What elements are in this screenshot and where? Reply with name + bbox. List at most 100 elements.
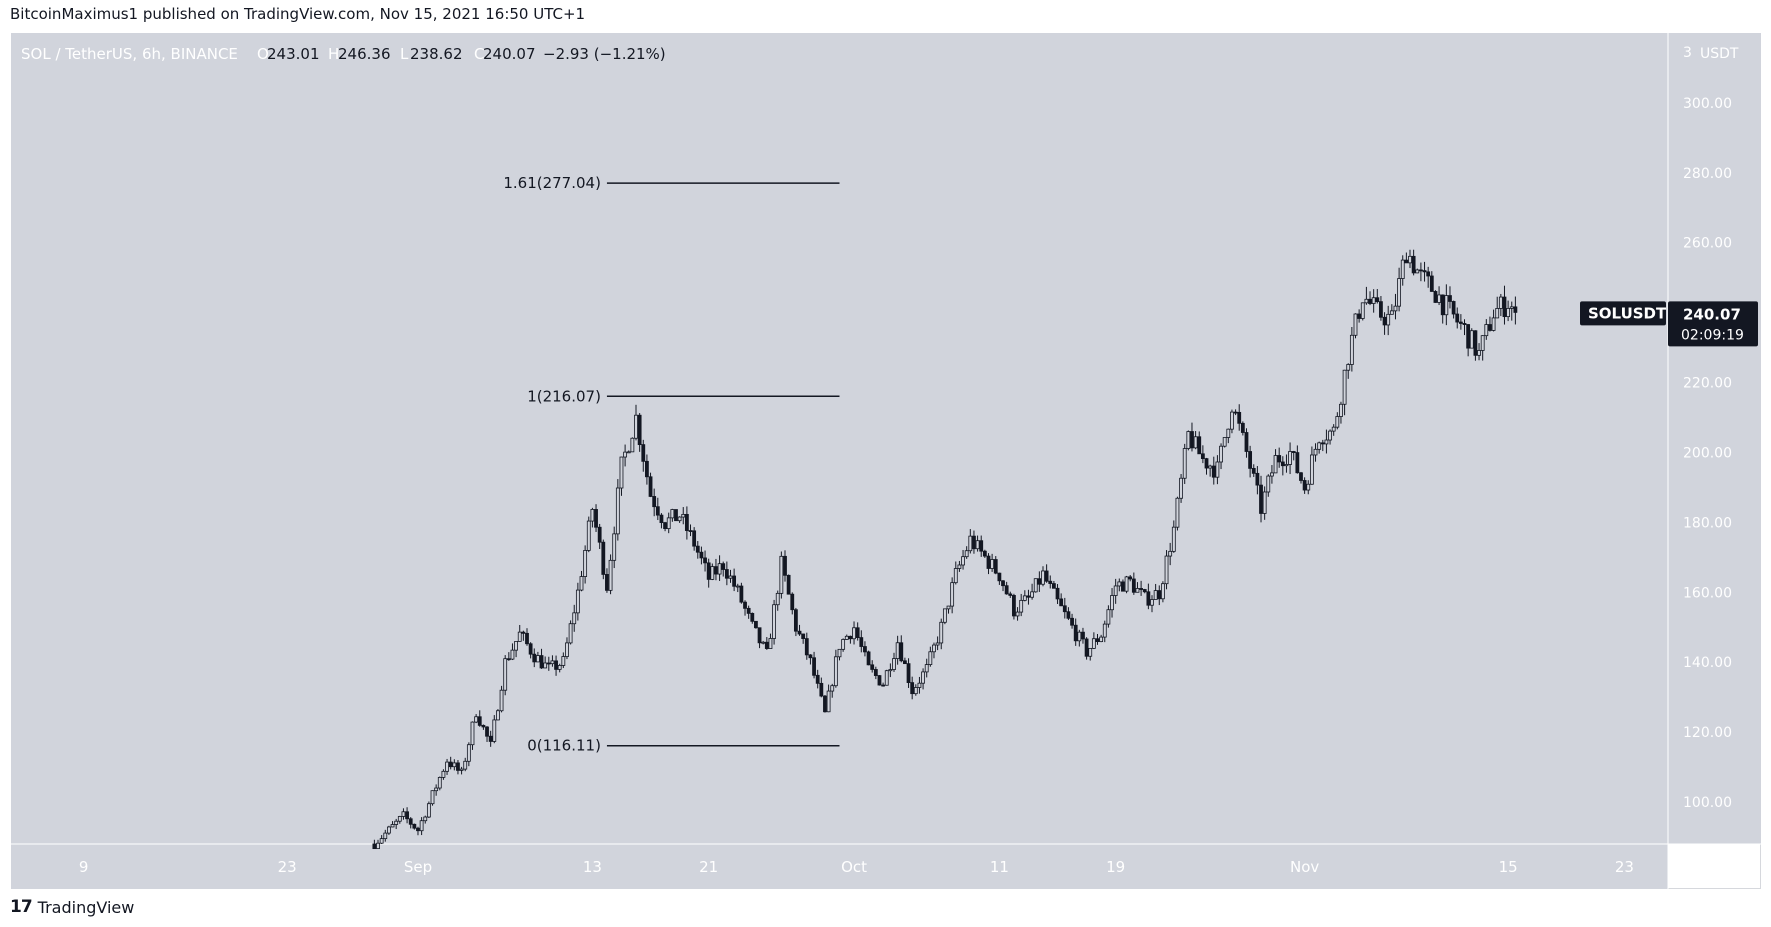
candle [1389,304,1394,315]
candle [379,835,384,844]
footer: 17 TradingView [10,897,134,917]
candle [721,561,726,577]
candle [1004,581,1009,595]
candle [950,577,955,614]
candle [565,637,569,660]
candle [917,676,922,694]
candle [1277,447,1282,468]
candle [946,605,951,614]
candle [528,642,533,659]
candle [1179,474,1183,503]
candle [1084,637,1089,660]
candle [1175,496,1180,531]
candle [1251,464,1256,477]
candle [1193,431,1198,450]
candle [568,620,573,645]
legend-symbol[interactable]: SOL / TetherUS, 6h, BINANCE [21,45,238,63]
candle [525,628,529,646]
time-tick-label: 9 [79,858,89,876]
candle [979,535,984,557]
candle [1484,319,1489,340]
candle [1342,369,1347,416]
candle [1121,579,1125,592]
candle [452,759,457,771]
candle [1255,466,1260,495]
candle [819,677,824,698]
candle [1480,335,1485,361]
candle [1506,300,1511,322]
candle [1411,249,1416,276]
candle [750,612,755,624]
candle [401,808,406,820]
candle [1237,404,1242,431]
candle [1062,597,1067,619]
candle [1393,293,1398,320]
scale-corner-mark: 3 [1683,45,1692,61]
candle [1073,618,1078,646]
candle [1317,441,1322,454]
candle [637,413,642,452]
candle [423,815,428,824]
candle [1328,429,1332,445]
candle [1019,593,1024,617]
candle [612,526,617,569]
price-tick-label: 120.00 [1683,725,1732,741]
candle [852,621,856,645]
candle [1455,307,1460,329]
footer-brand[interactable]: TradingView [37,897,135,917]
candle [1266,474,1271,497]
candle [761,640,766,645]
candle [743,600,747,616]
legend-open-label: O [257,45,269,63]
candle [906,658,911,688]
candle [1320,439,1325,452]
candle [1280,456,1285,476]
candle [873,666,878,680]
candle [1012,593,1016,620]
candle [706,558,711,588]
price-scale-background[interactable] [1668,33,1761,844]
candle [1055,584,1060,604]
candle [426,801,431,819]
candlestick-chart[interactable]: 1.61(277.04) 1(216.07) 0(116.11) 100.00 120… [0,0,1771,890]
time-tick-label: 23 [1615,858,1634,876]
legend-high-value: 246.36 [338,45,391,63]
candle [1368,291,1372,306]
candle [1498,293,1503,317]
candle [448,756,453,770]
candle [961,549,965,570]
candle [437,776,442,791]
candle [1495,296,1500,319]
candle [990,553,995,572]
candle [870,660,875,673]
candle [1240,421,1245,436]
candle [1128,574,1133,582]
candle [583,545,588,584]
fibonacci-extension[interactable]: 1.61(277.04) 1(216.07) 0(116.11) [503,174,840,755]
candle [1106,605,1111,628]
candle [1110,588,1114,618]
candle [695,541,700,559]
candle [670,508,675,522]
candle [1306,480,1311,495]
candle [397,815,402,824]
legend-close-value: 240.07 [483,45,536,63]
candle [1339,401,1343,424]
candle [1400,255,1405,286]
candle [1008,591,1013,598]
candle [982,549,987,558]
candle [1382,312,1387,335]
candle [957,560,962,572]
candle [1051,580,1056,589]
candle [735,583,740,593]
candle [1091,632,1096,650]
candle [1335,412,1340,430]
candle [539,648,544,669]
candle [674,509,678,522]
candle [953,561,958,585]
candle [841,638,846,652]
candle [746,605,751,619]
time-scale-background[interactable] [11,844,1668,889]
candle [1299,471,1303,484]
candle [1041,566,1045,587]
